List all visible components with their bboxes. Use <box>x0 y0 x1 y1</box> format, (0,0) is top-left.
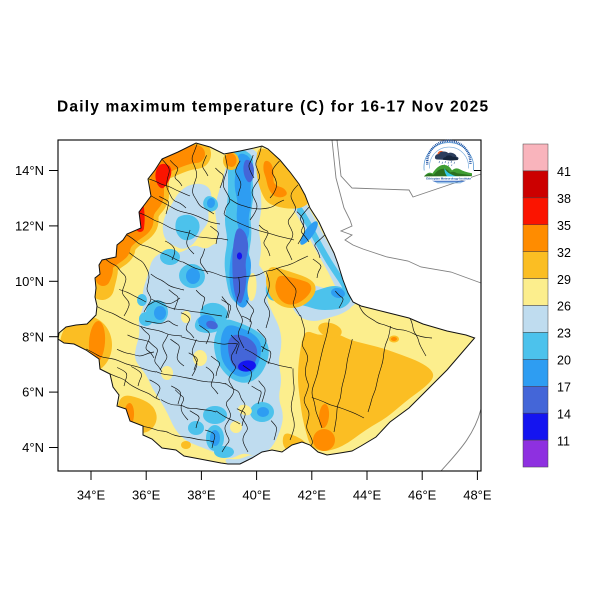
svg-text:6°N: 6°N <box>22 385 44 400</box>
svg-text:23: 23 <box>557 327 571 341</box>
svg-text:14: 14 <box>557 407 571 421</box>
svg-text:20: 20 <box>557 354 571 368</box>
svg-text:4°N: 4°N <box>22 440 44 455</box>
svg-text:32: 32 <box>557 246 571 260</box>
svg-text:34°E: 34°E <box>77 488 106 503</box>
svg-text:11: 11 <box>557 434 570 448</box>
svg-text:44°E: 44°E <box>353 488 382 503</box>
svg-text:40°E: 40°E <box>242 488 271 503</box>
svg-text:12°N: 12°N <box>15 219 44 234</box>
svg-text:29: 29 <box>557 273 571 287</box>
svg-text:8°N: 8°N <box>22 329 44 344</box>
svg-text:17: 17 <box>557 381 571 395</box>
svg-text:41: 41 <box>557 165 571 179</box>
svg-text:38: 38 <box>557 192 571 206</box>
svg-text:Ethiopian Meteorology Institut: Ethiopian Meteorology Institute <box>426 176 471 180</box>
svg-text:35: 35 <box>557 219 571 233</box>
svg-text:26: 26 <box>557 300 571 314</box>
svg-text:14°N: 14°N <box>15 163 44 178</box>
svg-text:10°N: 10°N <box>15 274 44 289</box>
svg-text:42°E: 42°E <box>298 488 327 503</box>
svg-text:36°E: 36°E <box>132 488 161 503</box>
svg-text:46°E: 46°E <box>408 488 437 503</box>
svg-text:38°E: 38°E <box>187 488 216 503</box>
svg-text:Daily maximum temperature (C): Daily maximum temperature (C) for 16-17 … <box>57 99 489 116</box>
svg-text:48°E: 48°E <box>463 488 492 503</box>
